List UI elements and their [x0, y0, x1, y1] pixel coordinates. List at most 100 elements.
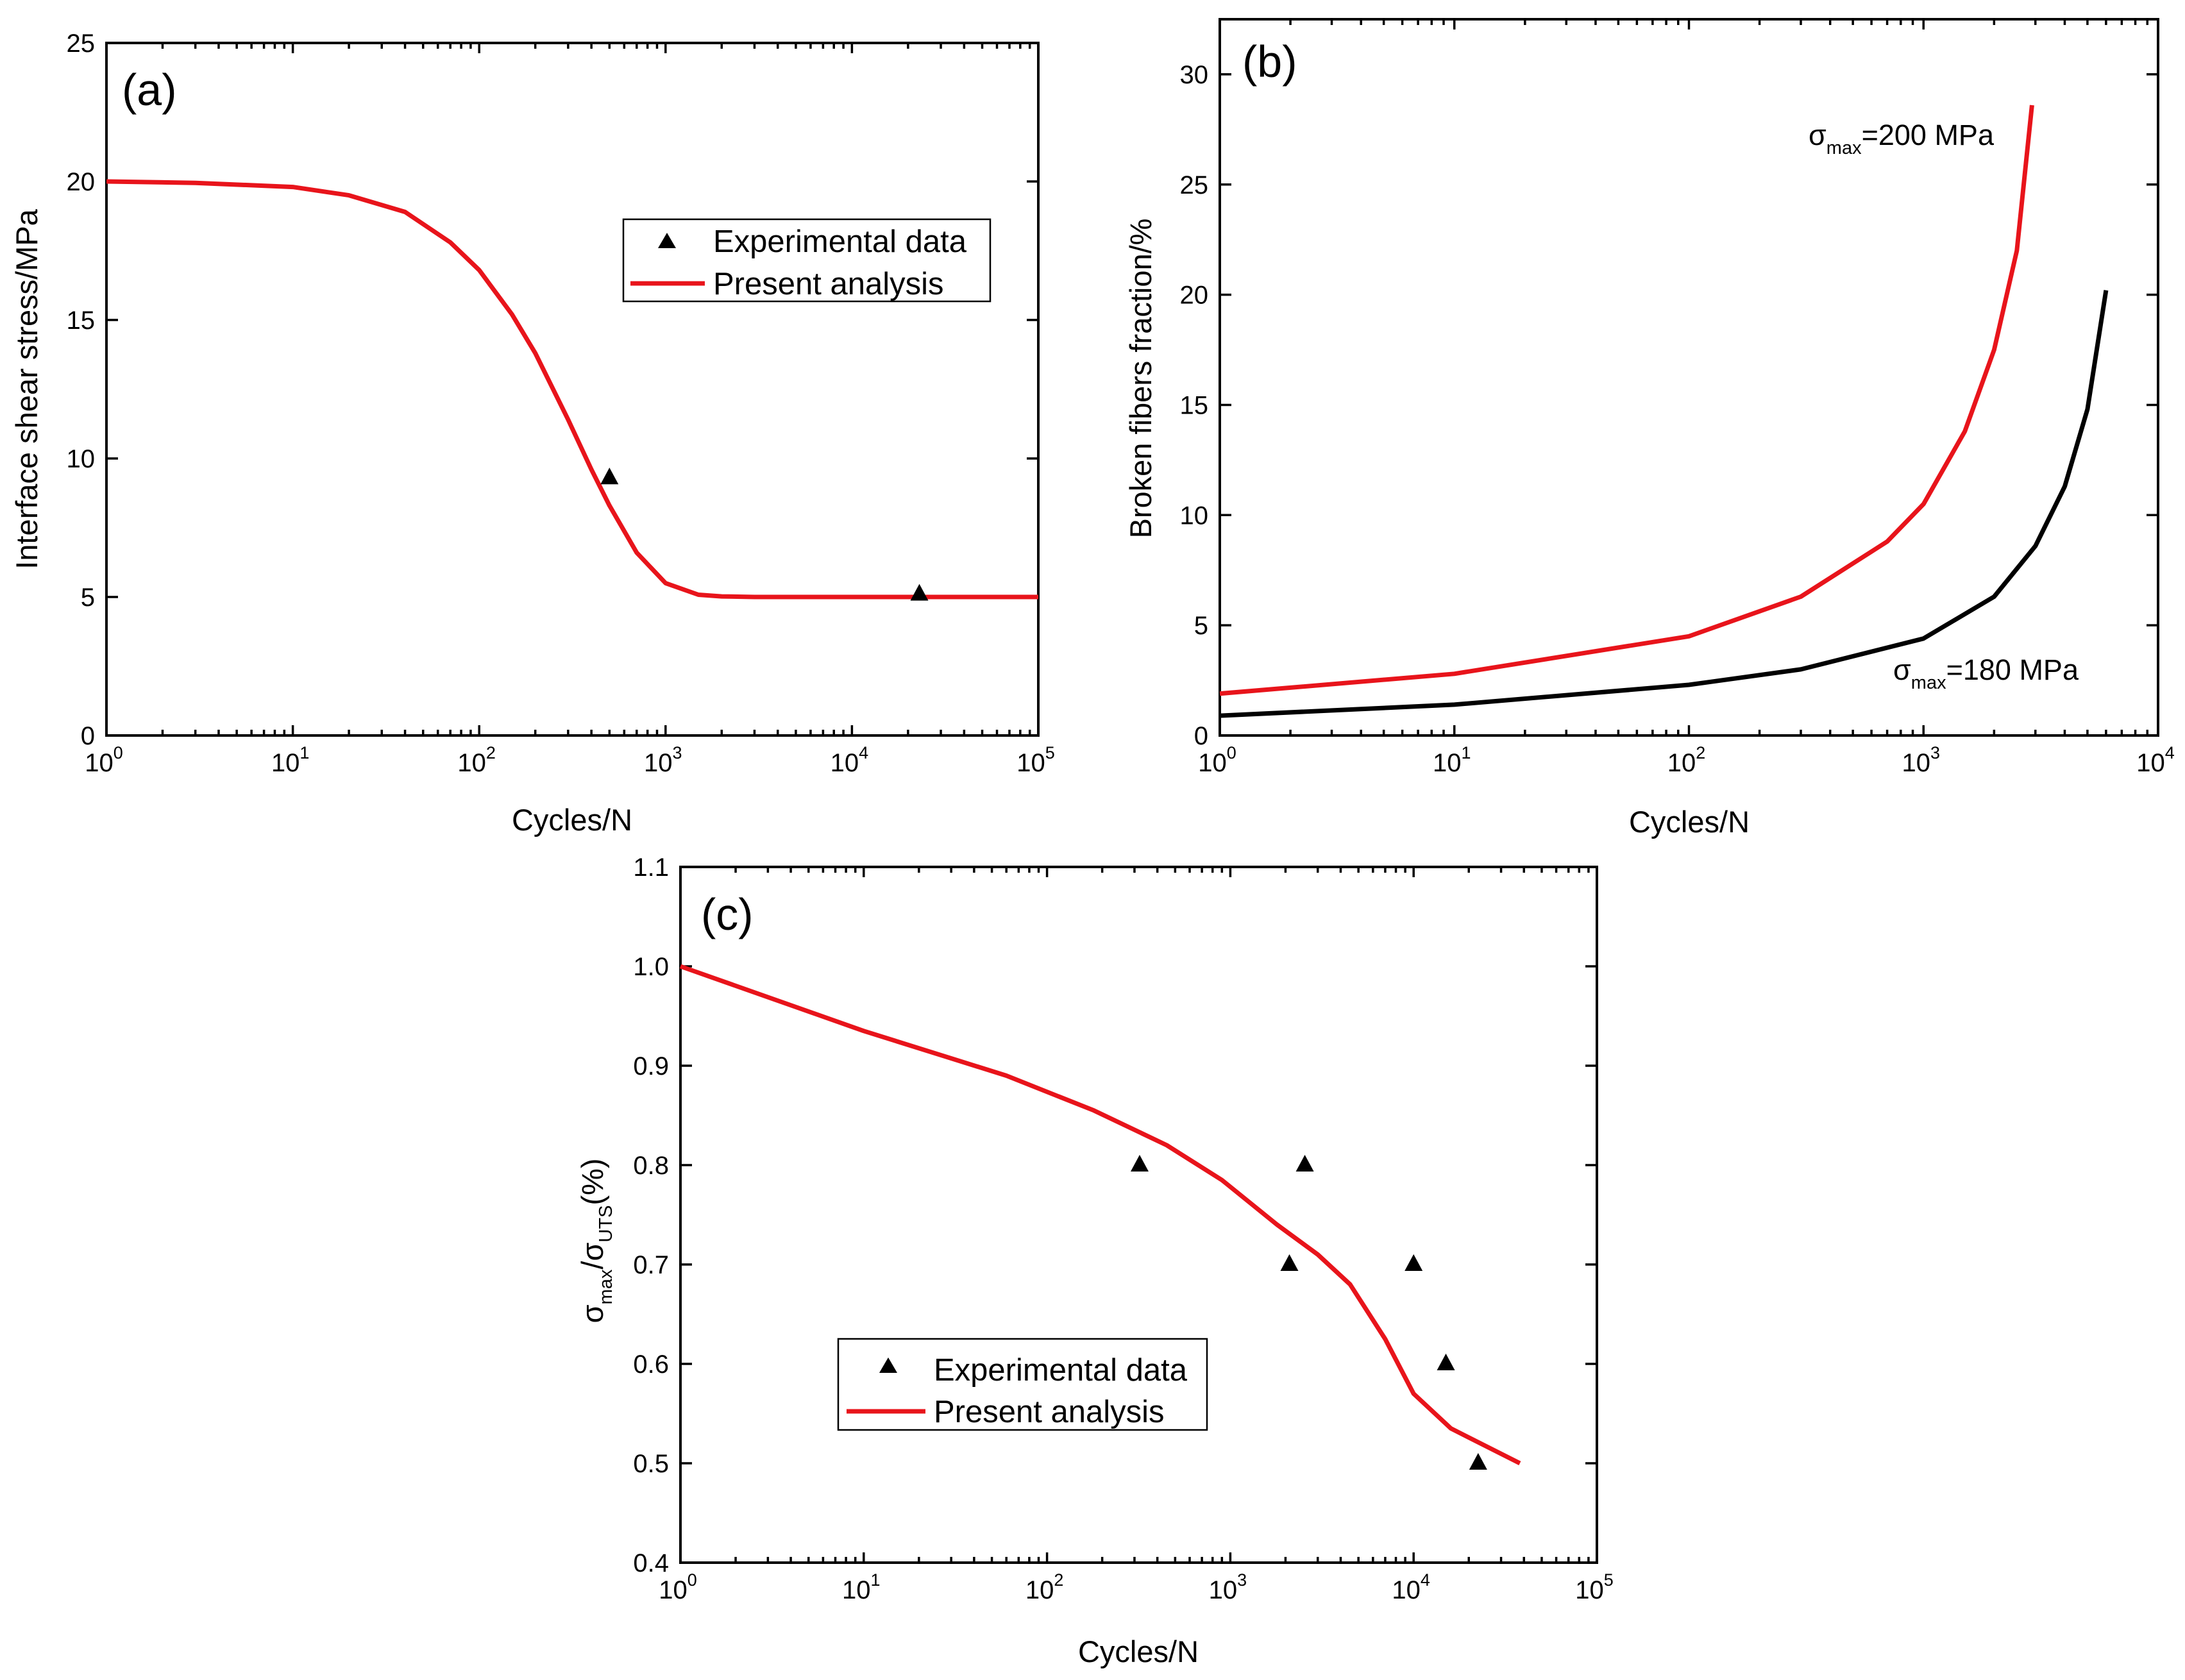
x-tick-label-a: 102: [457, 743, 496, 777]
x-tick-exp-b: 4: [2165, 743, 2175, 762]
y-tick-label-b: 0: [1194, 722, 1208, 750]
panel-c: 100 101 102 103 104 1050.40.50.60.70.80.91.01…: [575, 853, 1614, 1668]
x-tick-exp-c: 0: [688, 1570, 697, 1590]
y-tick-label-a: 15: [67, 307, 96, 335]
y-tick-label-c: 0.7: [633, 1251, 669, 1279]
x-tick-exp-c: 2: [1054, 1570, 1063, 1590]
x-tick-base-c: 10: [1392, 1576, 1421, 1604]
x-tick-label-c: 103: [1209, 1570, 1247, 1604]
y-tick-label-c: 0.5: [633, 1450, 669, 1478]
y-axis-label-c-sub1: max: [596, 1269, 616, 1304]
y-tick-label-c: 0.9: [633, 1052, 669, 1080]
y-tick-label-c: 0.6: [633, 1350, 669, 1379]
x-tick-exp-c: 4: [1421, 1570, 1430, 1590]
legend-box-a: [622, 218, 991, 303]
y-axis-label-c-sub2: UTS: [596, 1205, 616, 1243]
x-tick-label-b: 104: [2136, 743, 2175, 777]
data-point-c: [1280, 1254, 1299, 1271]
x-tick-label-b: 103: [1902, 743, 1940, 777]
y-axis-label-c-sigma1: σ: [575, 1304, 609, 1323]
x-tick-base-b: 10: [2136, 749, 2165, 777]
x-axis-label-c: Cycles/N: [1078, 1634, 1199, 1668]
y-tick-label-c: 1.1: [633, 853, 669, 882]
data-point-c: [1469, 1453, 1487, 1470]
y-tick-label-b: 15: [1180, 391, 1209, 419]
x-tick-base-b: 10: [1902, 749, 1930, 777]
legend-label-analysis-c: Present analysis: [934, 1395, 1165, 1429]
series-line-b-1: [1219, 290, 2109, 718]
legend-marker-experimental-c: [879, 1357, 897, 1373]
x-axis-label-a: Cycles/N: [512, 803, 632, 837]
x-tick-base-c: 10: [1209, 1576, 1238, 1604]
plot-frame-a: [105, 42, 1040, 737]
series-line-b-0: [1219, 105, 2034, 696]
x-tick-base-c: 10: [842, 1576, 871, 1604]
legend-a: Experimental data Present analysis: [622, 218, 991, 303]
x-tick-label-c: 102: [1025, 1570, 1064, 1604]
x-tick-label-a: 105: [1017, 743, 1055, 777]
annotation-200mpa-value: =200 MPa: [1862, 119, 1995, 151]
y-tick-label-a: 5: [81, 584, 95, 612]
x-tick-base-a: 10: [644, 749, 673, 777]
x-tick-base-b: 10: [1433, 749, 1462, 777]
annotation-180mpa-value: =180 MPa: [1946, 653, 2079, 686]
x-tick-exp-a: 5: [1045, 743, 1055, 762]
y-axis-label-c: σmax/σUTS(%): [575, 1159, 616, 1323]
legend-box-c: [837, 1338, 1208, 1431]
y-axis-label-a: Interface shear stress/MPa: [10, 208, 44, 569]
x-tick-base-a: 10: [831, 749, 859, 777]
y-tick-label-a: 10: [67, 445, 96, 473]
annotation-180mpa-symbol: σ: [1893, 653, 1911, 686]
y-axis-label-b: Broken fibers fraction/%: [1124, 219, 1158, 539]
y-tick-label-b: 20: [1180, 281, 1209, 310]
x-tick-label-a: 101: [271, 743, 310, 777]
x-tick-exp-a: 1: [299, 743, 309, 762]
x-tick-label-b: 101: [1433, 743, 1471, 777]
y-axis-label-c-sigma2: σ: [575, 1243, 609, 1261]
x-tick-label-a: 104: [831, 743, 869, 777]
x-tick-label-c: 104: [1392, 1570, 1430, 1604]
data-point-c: [1295, 1155, 1314, 1172]
x-tick-label-c: 100: [659, 1570, 697, 1604]
x-tick-label-a: 100: [85, 743, 123, 777]
y-tick-label-a: 0: [81, 722, 95, 750]
series-line-a-0: [106, 179, 1038, 600]
legend-label-experimental-c: Experimental data: [934, 1353, 1188, 1388]
annotation-200mpa-symbol: σ: [1809, 119, 1826, 151]
x-tick-base-b: 10: [1667, 749, 1696, 777]
y-tick-label-b: 5: [1194, 612, 1208, 640]
y-axis-label-c-slash: /: [575, 1261, 609, 1270]
y-tick-label-a: 25: [67, 29, 96, 58]
y-tick-label-c: 0.8: [633, 1152, 669, 1180]
data-point-c: [1130, 1155, 1149, 1172]
x-tick-exp-c: 3: [1237, 1570, 1247, 1590]
annotation-200mpa-subscript: max: [1826, 138, 1862, 158]
x-tick-label-a: 103: [644, 743, 682, 777]
x-tick-base-a: 10: [271, 749, 300, 777]
x-tick-exp-c: 5: [1604, 1570, 1614, 1590]
x-tick-base-a: 10: [1017, 749, 1045, 777]
annotation-180mpa-subscript: max: [1911, 673, 1946, 693]
annotation-200mpa: σmax=200 MPa: [1809, 119, 1995, 158]
legend-label-experimental-a: Experimental data: [713, 224, 967, 259]
data-point-a: [910, 584, 929, 601]
x-axis-label-b: Cycles/N: [1629, 805, 1750, 839]
x-tick-exp-a: 4: [859, 743, 868, 762]
data-point-c: [1437, 1354, 1455, 1370]
data-point-a: [600, 467, 619, 485]
annotation-180mpa: σmax=180 MPa: [1893, 653, 2079, 693]
y-axis-label-c-tail: (%): [575, 1159, 609, 1205]
x-tick-base-b: 10: [1198, 749, 1227, 777]
series-line-c-0: [679, 964, 1521, 1466]
y-tick-label-a: 20: [67, 168, 96, 196]
y-tick-label-c: 1.0: [633, 953, 669, 981]
x-tick-exp-b: 2: [1696, 743, 1705, 762]
x-tick-exp-a: 2: [486, 743, 496, 762]
y-tick-label-b: 10: [1180, 501, 1209, 530]
x-tick-exp-a: 0: [114, 743, 123, 762]
x-tick-base-c: 10: [1025, 1576, 1054, 1604]
y-tick-label-b: 30: [1180, 61, 1209, 89]
